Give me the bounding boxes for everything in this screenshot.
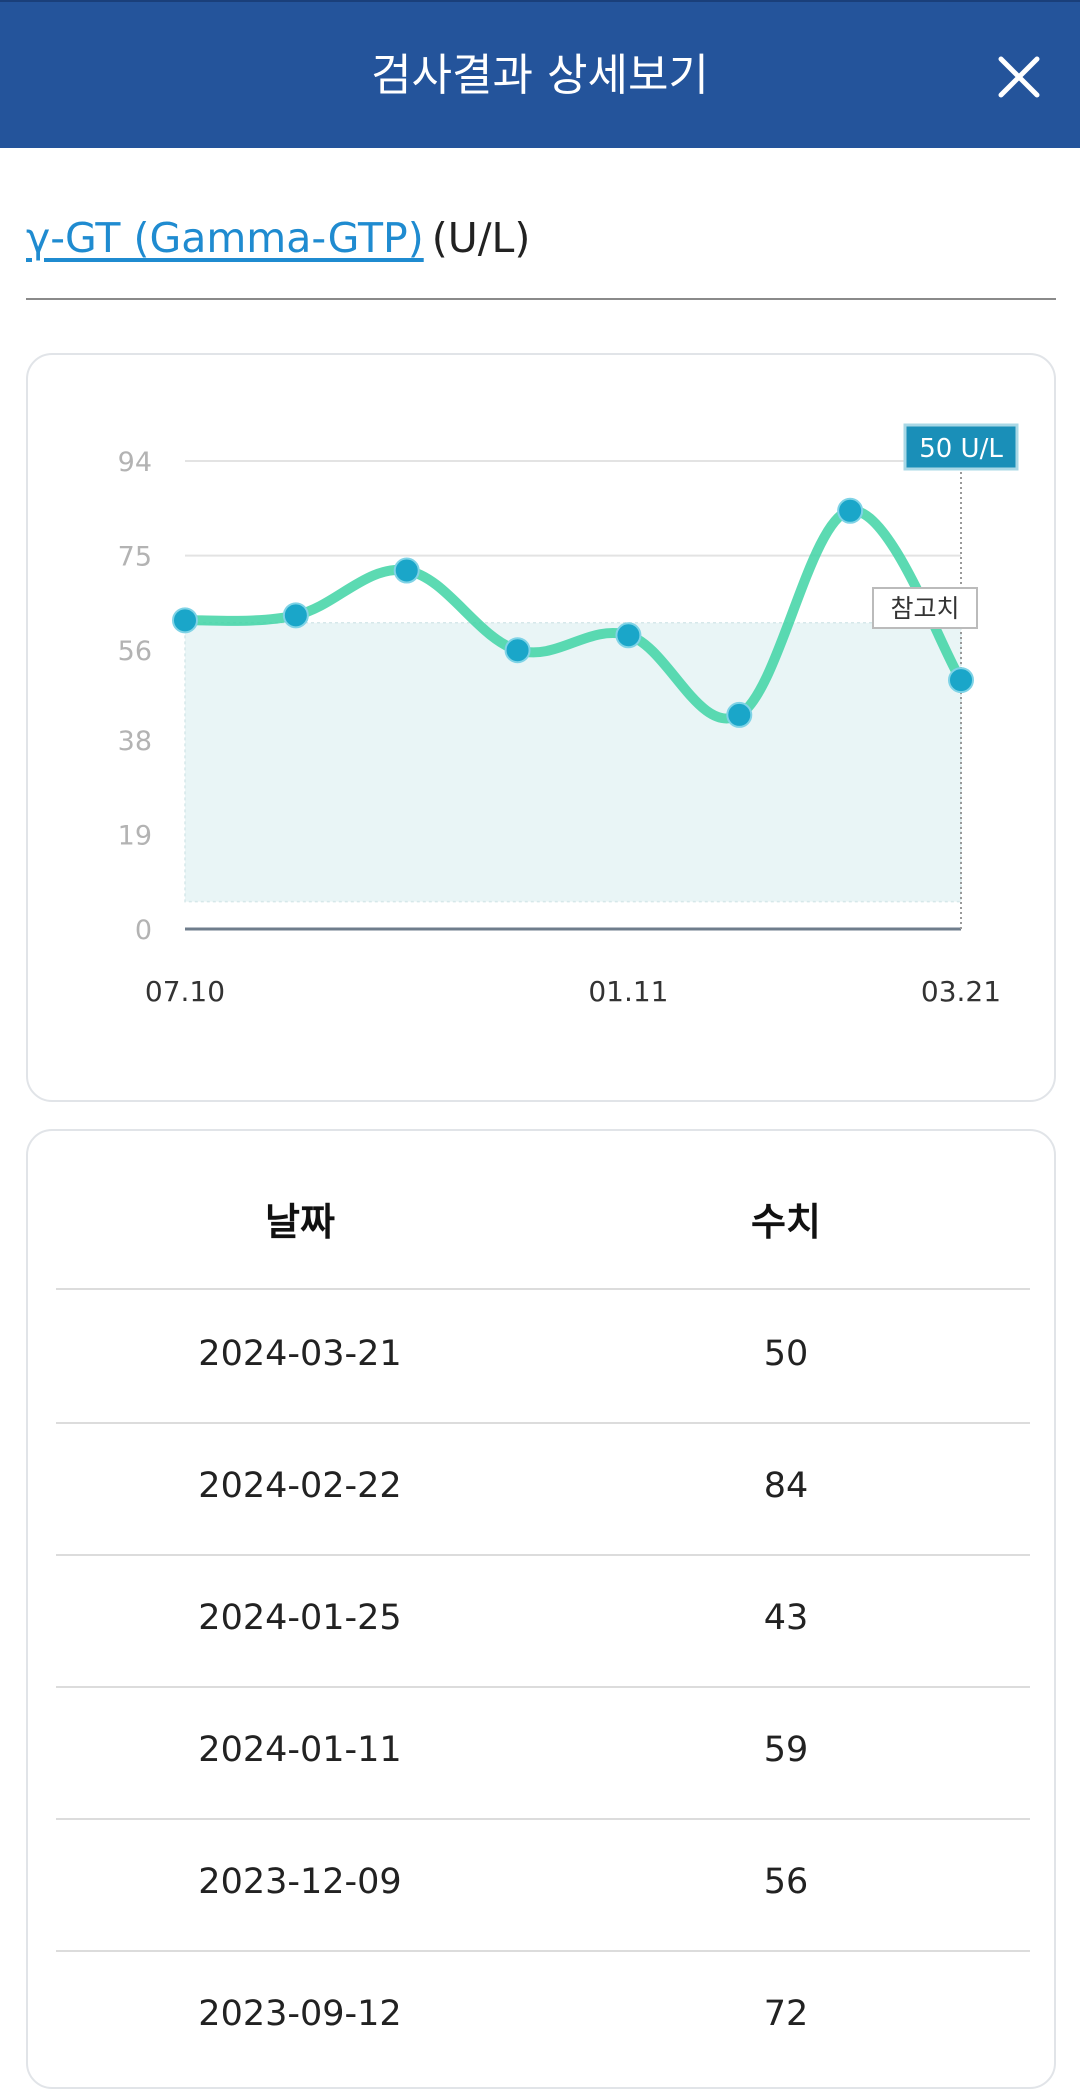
row-value: 43 bbox=[763, 1598, 809, 1638]
test-unit: (U/L) bbox=[431, 214, 531, 262]
data-point bbox=[393, 557, 420, 584]
results-table: 날짜 수치 2024-03-21 50 2024-02-22 84 2024-0… bbox=[26, 1129, 1056, 2089]
x-tick-label: 01.11 bbox=[588, 975, 668, 1008]
table-header: 날짜 수치 bbox=[56, 1131, 1030, 1290]
data-point bbox=[726, 701, 753, 728]
data-point bbox=[948, 667, 974, 694]
data-point bbox=[837, 497, 864, 524]
row-value: 59 bbox=[763, 1730, 809, 1770]
data-point bbox=[282, 602, 309, 629]
chart-card: 94 75 56 38 19 0 07.10 01.11 03.21 50 U/L 참고치 bbox=[26, 353, 1056, 1102]
test-title-row: γ-GT (Gamma-GTP) (U/L) bbox=[26, 206, 530, 270]
data-point bbox=[172, 607, 198, 634]
row-date: 2024-02-22 bbox=[198, 1466, 402, 1506]
page-title: 검사결과 상세보기 bbox=[371, 50, 709, 101]
y-tick-label: 56 bbox=[118, 636, 152, 667]
table-row: 2024-01-11 59 bbox=[56, 1688, 1030, 1820]
y-tick-label: 19 bbox=[118, 820, 152, 851]
reference-label-box bbox=[872, 587, 978, 629]
row-value: 84 bbox=[763, 1466, 809, 1506]
table-row: 2023-09-12 72 bbox=[56, 1952, 1030, 2084]
y-tick-label: 0 bbox=[135, 915, 152, 946]
table-row: 2023-12-09 56 bbox=[56, 1820, 1030, 1952]
table-row: 2024-03-21 50 bbox=[56, 1292, 1030, 1424]
row-date: 2023-12-09 bbox=[198, 1862, 402, 1902]
trend-chart[interactable]: 94 75 56 38 19 0 07.10 01.11 03.21 50 U/L 참고치 bbox=[28, 355, 1058, 1104]
row-value: 56 bbox=[763, 1862, 809, 1902]
close-button[interactable] bbox=[984, 42, 1054, 112]
x-tick-label: 03.21 bbox=[921, 975, 1001, 1008]
y-tick-label: 94 bbox=[118, 447, 152, 478]
app-header: 검사결과 상세보기 bbox=[0, 0, 1080, 148]
y-tick-label: 75 bbox=[118, 542, 152, 573]
test-name-link[interactable]: γ-GT (Gamma-GTP) bbox=[26, 214, 424, 262]
table-row: 2024-02-22 84 bbox=[56, 1424, 1030, 1556]
date-column-header: 날짜 bbox=[265, 1200, 335, 1244]
row-date: 2023-09-12 bbox=[198, 1994, 402, 2034]
data-point bbox=[504, 637, 531, 664]
row-date: 2024-03-21 bbox=[198, 1334, 402, 1374]
reference-band bbox=[184, 622, 962, 903]
row-date: 2024-01-11 bbox=[198, 1730, 402, 1770]
row-date: 2024-01-25 bbox=[198, 1598, 402, 1638]
value-column-header: 수치 bbox=[751, 1200, 821, 1244]
title-divider bbox=[26, 298, 1056, 300]
row-value: 72 bbox=[763, 1994, 809, 2034]
row-value: 50 bbox=[763, 1334, 809, 1374]
y-tick-label: 38 bbox=[118, 726, 152, 757]
table-row: 2024-01-25 43 bbox=[56, 1556, 1030, 1688]
value-tooltip bbox=[903, 423, 1019, 471]
close-icon bbox=[998, 56, 1040, 98]
reference-label: 참고치 bbox=[890, 594, 959, 623]
data-point bbox=[615, 622, 642, 649]
x-tick-label: 07.10 bbox=[145, 975, 225, 1008]
value-tooltip-label: 50 U/L bbox=[919, 434, 1003, 464]
